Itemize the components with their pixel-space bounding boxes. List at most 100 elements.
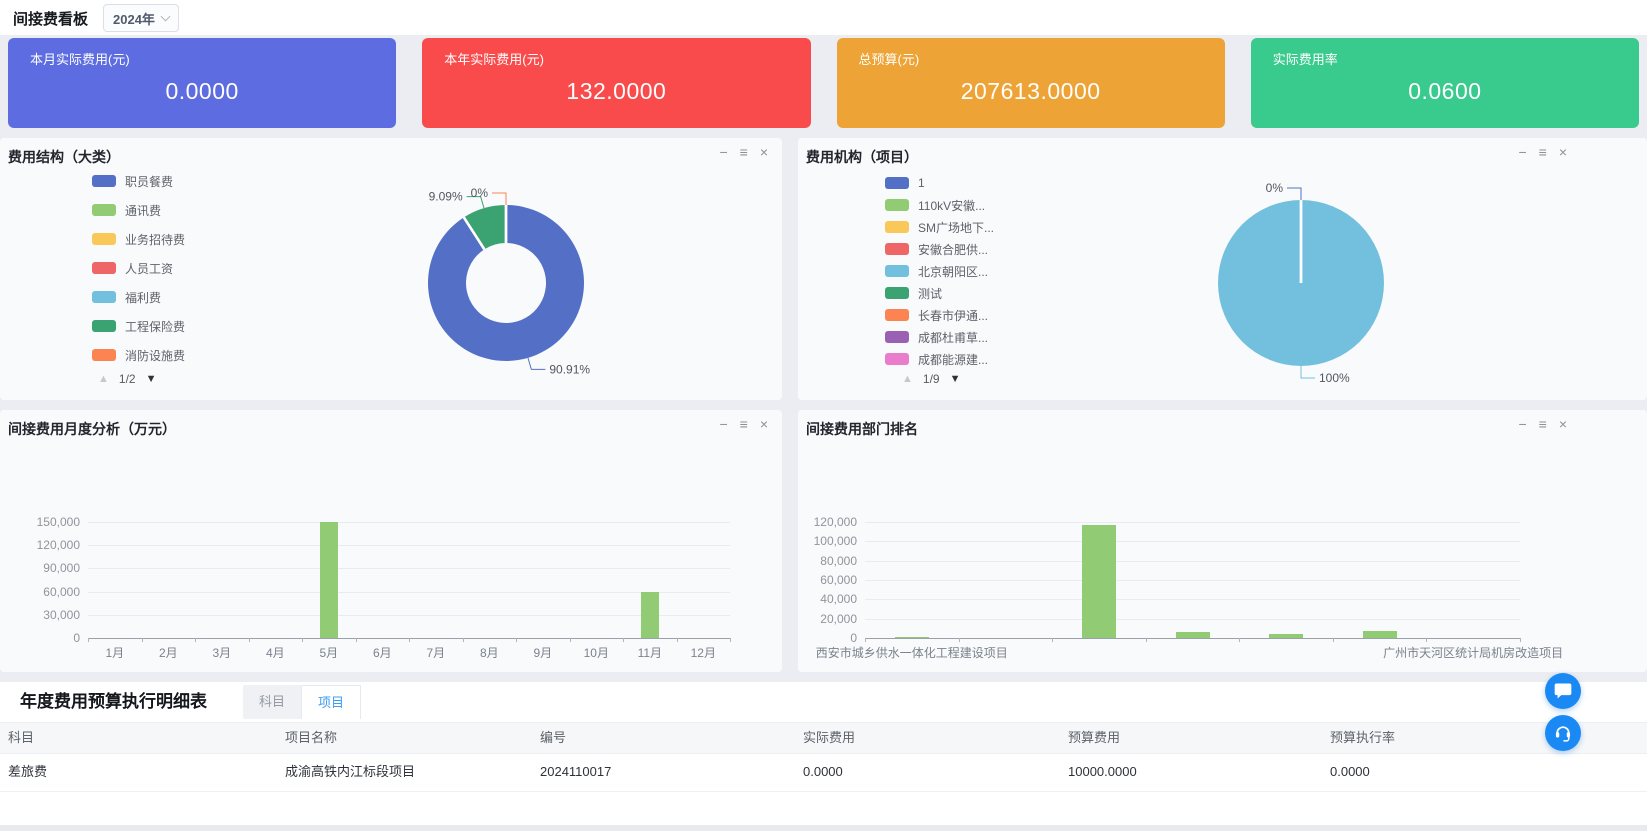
menu-icon[interactable]: ≡ xyxy=(1538,144,1547,160)
bar xyxy=(640,592,659,638)
legend-swatch xyxy=(92,204,116,216)
legend-swatch xyxy=(885,243,909,255)
table-row: 差旅费 成渝高铁内江标段项目 2024110017 0.0000 10000.0000 0… xyxy=(0,753,1647,792)
gridline xyxy=(865,618,1520,620)
y-axis-label: 0 xyxy=(850,631,857,645)
legend-swatch xyxy=(92,320,116,332)
minimize-icon[interactable]: − xyxy=(719,416,728,432)
x-axis-label: 西安市城乡供水一体化工程建设项目 xyxy=(815,646,1008,660)
legend-swatch xyxy=(885,287,909,299)
kpi-card-3: 实际费用率 0.0600 xyxy=(1250,38,1639,128)
kpi-row: 本月实际费用(元) 0.0000 本年实际费用(元) 132.0000 总预算(元) 20… xyxy=(8,38,1639,128)
menu-icon[interactable]: ≡ xyxy=(1538,416,1547,432)
page-indicator: 1/9 xyxy=(922,372,940,386)
legend-label: 通讯费 xyxy=(125,203,162,218)
legend-item[interactable]: 长春市伊通... xyxy=(885,309,994,323)
minimize-icon[interactable]: − xyxy=(1518,144,1527,160)
tab-subject[interactable]: 科目 xyxy=(259,694,286,709)
legend-label: 消防设施费 xyxy=(125,348,186,363)
legend-item[interactable]: 工程保险费 xyxy=(92,320,185,334)
legend-label: 福利费 xyxy=(125,290,162,305)
gridline xyxy=(865,541,1520,543)
close-icon[interactable]: × xyxy=(759,144,768,160)
legend-item[interactable]: 北京朝阳区... xyxy=(885,264,994,279)
axis-tick xyxy=(355,638,357,642)
page-up-icon[interactable]: ▲ xyxy=(902,373,913,385)
legend-item[interactable]: 测试 xyxy=(885,286,994,301)
kpi-label: 总预算(元) xyxy=(858,52,920,67)
page-up-icon[interactable]: ▲ xyxy=(98,373,109,385)
legend-item[interactable]: 成都能源建... xyxy=(885,352,994,367)
legend-swatch xyxy=(92,175,116,187)
pie-label: 0% xyxy=(1266,181,1284,195)
axis-tick xyxy=(958,638,960,642)
header-cell: 实际费用 xyxy=(803,730,856,745)
legend-item[interactable]: SM广场地下... xyxy=(885,221,994,235)
legend-label: 北京朝阳区... xyxy=(918,264,989,279)
cell: 成渝高铁内江标段项目 xyxy=(285,764,416,779)
legend-pager: ▲ 1/2 ▼ xyxy=(98,372,156,386)
axis-tick xyxy=(516,638,517,642)
legend-item[interactable]: 福利费 xyxy=(92,290,185,305)
minimize-icon[interactable]: − xyxy=(719,144,728,160)
x-axis-label: 4月 xyxy=(265,646,285,660)
x-axis-label: 6月 xyxy=(372,646,392,660)
menu-icon[interactable]: ≡ xyxy=(739,416,748,432)
panel-body: 0 30,000 60,000 90,000 120,000 150,000 1月 2月 3月 4… xyxy=(0,438,782,672)
legend-label: 测试 xyxy=(918,286,943,301)
year-select[interactable]: 2024年 xyxy=(103,4,179,32)
x-axis-label: 12月 xyxy=(690,646,716,660)
panel-department-ranking: 间接费用部门排名 − ≡ × 0 20,000 40,000 60,000 80,000… xyxy=(798,410,1647,672)
legend-item[interactable]: 1 xyxy=(885,176,994,190)
axis-tick xyxy=(676,638,678,642)
y-axis-label: 150,000 xyxy=(36,515,80,529)
legend-label: 成都能源建... xyxy=(918,352,989,367)
axis-tick xyxy=(1520,638,1521,642)
axis-tick xyxy=(623,638,624,642)
legend-item[interactable]: 职员餐费 xyxy=(92,175,185,189)
close-icon[interactable]: × xyxy=(1558,416,1567,432)
legend-swatch xyxy=(92,291,116,303)
panel-body: 0 20,000 40,000 60,000 80,000 100,000 120,000 西… xyxy=(798,438,1647,672)
axis-tick xyxy=(569,638,571,642)
chat-button[interactable] xyxy=(1545,673,1581,709)
axis-tick xyxy=(88,638,89,642)
y-axis-label: 100,000 xyxy=(813,534,857,549)
y-axis-label: 30,000 xyxy=(43,607,80,622)
menu-icon[interactable]: ≡ xyxy=(739,144,748,160)
x-axis-label: 1月 xyxy=(105,646,125,660)
customer-service-button[interactable] xyxy=(1545,715,1581,751)
legend-item[interactable]: 成都杜甫草... xyxy=(885,331,994,345)
kpi-label: 实际费用率 xyxy=(1272,52,1338,67)
page-down-icon[interactable]: ▼ xyxy=(949,373,961,385)
axis-tick xyxy=(1239,638,1241,642)
close-icon[interactable]: × xyxy=(759,416,768,432)
gridline xyxy=(88,545,730,547)
legend-swatch xyxy=(885,177,909,189)
legend-item[interactable]: 通讯费 xyxy=(92,203,185,218)
header-cell: 编号 xyxy=(540,730,567,745)
legend-swatch xyxy=(885,353,909,365)
axis-tick xyxy=(248,638,250,642)
page-title: 间接费看板 xyxy=(13,11,89,28)
legend-item[interactable]: 业务招待费 xyxy=(92,233,185,247)
legend-item[interactable]: 消防设施费 xyxy=(92,348,186,363)
tab-project[interactable]: 项目 xyxy=(301,685,362,719)
legend-item[interactable]: 人员工资 xyxy=(92,262,185,276)
gridline xyxy=(865,599,1520,601)
cell: 差旅费 xyxy=(8,764,48,779)
customer-service-icon xyxy=(1555,726,1571,742)
horizontal-scrollbar[interactable] xyxy=(0,825,1647,831)
chart-legend: 1 110kV安徽... SM广场地下... 安徽合肥供... 北京朝阳区... 测试长春… xyxy=(885,176,994,375)
minimize-icon[interactable]: − xyxy=(1518,416,1527,432)
x-axis-label: 8月 xyxy=(479,646,499,660)
axis-tick xyxy=(409,638,410,642)
close-icon[interactable]: × xyxy=(1558,144,1567,160)
legend-item[interactable]: 110kV安徽... xyxy=(885,199,994,213)
legend-item[interactable]: 安徽合肥供... xyxy=(885,243,994,257)
page-down-icon[interactable]: ▼ xyxy=(145,373,157,385)
legend-swatch xyxy=(92,349,116,361)
axis-tick xyxy=(730,638,731,642)
gridline xyxy=(88,591,730,593)
x-axis-label: 11月 xyxy=(637,646,663,660)
